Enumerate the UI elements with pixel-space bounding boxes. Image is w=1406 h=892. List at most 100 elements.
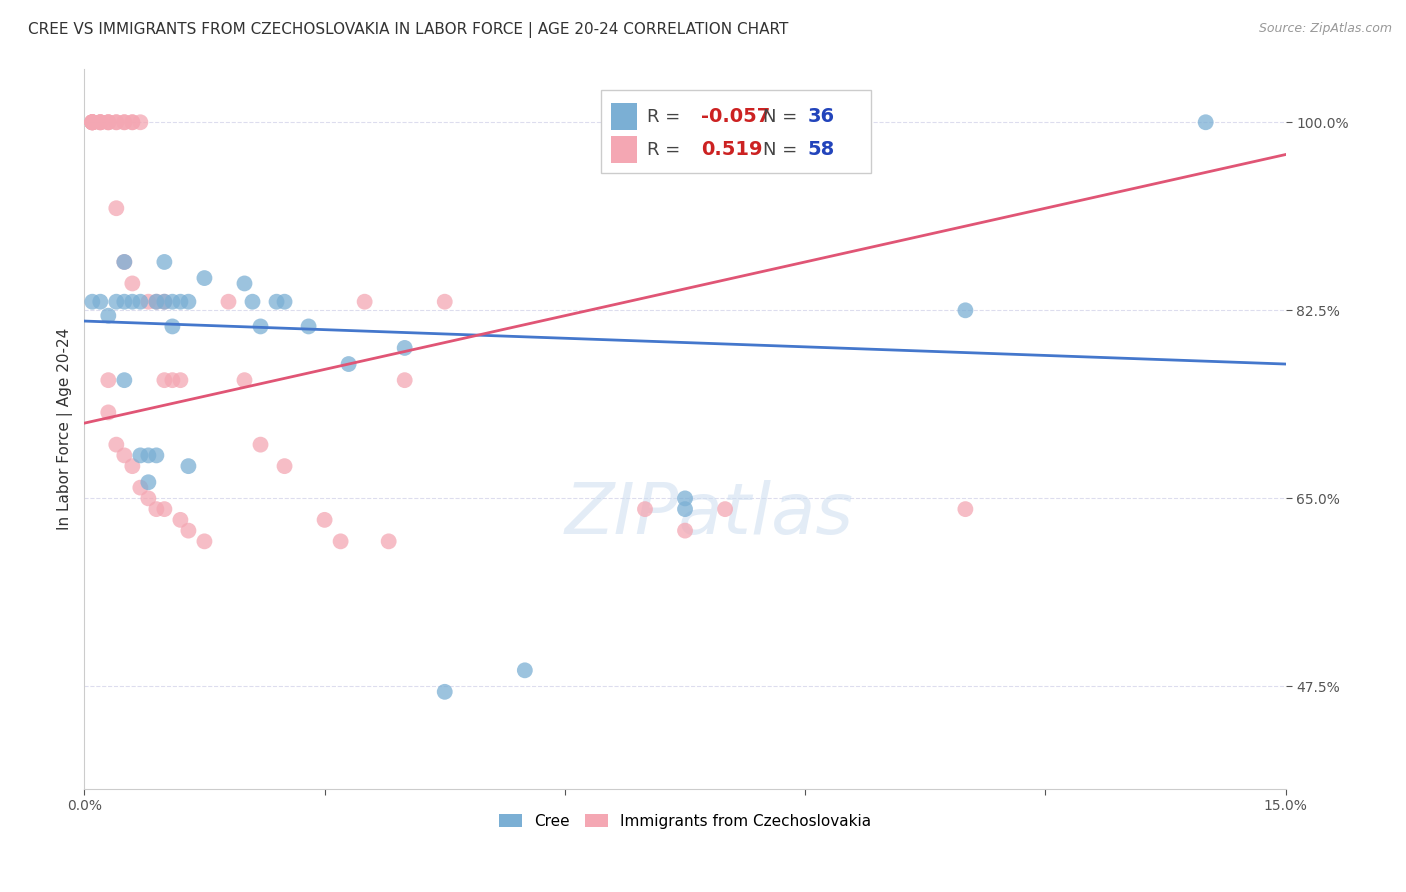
Point	[233, 277, 256, 291]
Point	[89, 115, 111, 129]
Point	[89, 294, 111, 309]
Point	[138, 449, 160, 463]
Y-axis label: In Labor Force | Age 20-24: In Labor Force | Age 20-24	[58, 327, 73, 530]
Point	[673, 502, 696, 516]
Point	[377, 534, 399, 549]
Point	[162, 319, 184, 334]
Text: 0.519: 0.519	[700, 140, 762, 160]
Point	[249, 437, 271, 451]
Point	[145, 449, 167, 463]
Text: N =: N =	[763, 108, 797, 126]
Point	[97, 373, 120, 387]
Point	[97, 309, 120, 323]
Point	[129, 481, 152, 495]
Point	[129, 294, 152, 309]
Legend: Cree, Immigrants from Czechoslovakia: Cree, Immigrants from Czechoslovakia	[492, 807, 877, 835]
Point	[82, 294, 104, 309]
Point	[82, 115, 104, 129]
Point	[82, 115, 104, 129]
Point	[153, 502, 176, 516]
Point	[97, 115, 120, 129]
Point	[82, 115, 104, 129]
Point	[145, 294, 167, 309]
Point	[162, 294, 184, 309]
Point	[112, 115, 135, 129]
Point	[121, 115, 143, 129]
Point	[112, 115, 135, 129]
Point	[714, 502, 737, 516]
Text: 36: 36	[807, 107, 835, 126]
Point	[105, 115, 128, 129]
Point	[297, 319, 319, 334]
Point	[153, 255, 176, 269]
Point	[89, 115, 111, 129]
Point	[105, 115, 128, 129]
Point	[242, 294, 264, 309]
Point	[121, 294, 143, 309]
Point	[121, 459, 143, 474]
FancyBboxPatch shape	[610, 136, 637, 163]
Point	[314, 513, 336, 527]
Point	[673, 491, 696, 506]
Point	[169, 294, 191, 309]
Point	[105, 201, 128, 215]
Point	[513, 663, 536, 677]
Point	[634, 502, 657, 516]
Point	[162, 373, 184, 387]
Point	[89, 115, 111, 129]
Point	[105, 294, 128, 309]
Point	[89, 115, 111, 129]
Text: ZIPatlas: ZIPatlas	[565, 481, 853, 549]
Point	[193, 271, 215, 285]
Point	[177, 294, 200, 309]
Point	[82, 115, 104, 129]
Point	[177, 459, 200, 474]
Point	[955, 502, 977, 516]
Point	[82, 115, 104, 129]
Point	[121, 115, 143, 129]
FancyBboxPatch shape	[600, 90, 872, 173]
FancyBboxPatch shape	[610, 103, 637, 130]
Point	[273, 459, 295, 474]
Point	[193, 534, 215, 549]
Point	[955, 303, 977, 318]
Point	[177, 524, 200, 538]
Point	[138, 475, 160, 490]
Point	[121, 277, 143, 291]
Point	[97, 115, 120, 129]
Point	[273, 294, 295, 309]
Point	[394, 373, 416, 387]
Point	[217, 294, 239, 309]
Point	[433, 294, 456, 309]
Text: CREE VS IMMIGRANTS FROM CZECHOSLOVAKIA IN LABOR FORCE | AGE 20-24 CORRELATION CH: CREE VS IMMIGRANTS FROM CZECHOSLOVAKIA I…	[28, 22, 789, 38]
Point	[112, 449, 135, 463]
Point	[97, 115, 120, 129]
Point	[105, 437, 128, 451]
Point	[353, 294, 375, 309]
Point	[249, 319, 271, 334]
Point	[394, 341, 416, 355]
Point	[112, 294, 135, 309]
Point	[129, 449, 152, 463]
Text: -0.057: -0.057	[700, 107, 770, 126]
Point	[233, 373, 256, 387]
Point	[145, 502, 167, 516]
Point	[129, 115, 152, 129]
Point	[138, 294, 160, 309]
Point	[169, 373, 191, 387]
Point	[145, 294, 167, 309]
Text: 58: 58	[807, 140, 835, 160]
Point	[153, 294, 176, 309]
Point	[82, 115, 104, 129]
Point	[673, 524, 696, 538]
Text: R =: R =	[647, 141, 681, 159]
Point	[112, 255, 135, 269]
Point	[1195, 115, 1218, 129]
Point	[138, 491, 160, 506]
Point	[82, 115, 104, 129]
Text: R =: R =	[647, 108, 681, 126]
Text: N =: N =	[763, 141, 797, 159]
Point	[169, 513, 191, 527]
Point	[153, 294, 176, 309]
Point	[433, 685, 456, 699]
